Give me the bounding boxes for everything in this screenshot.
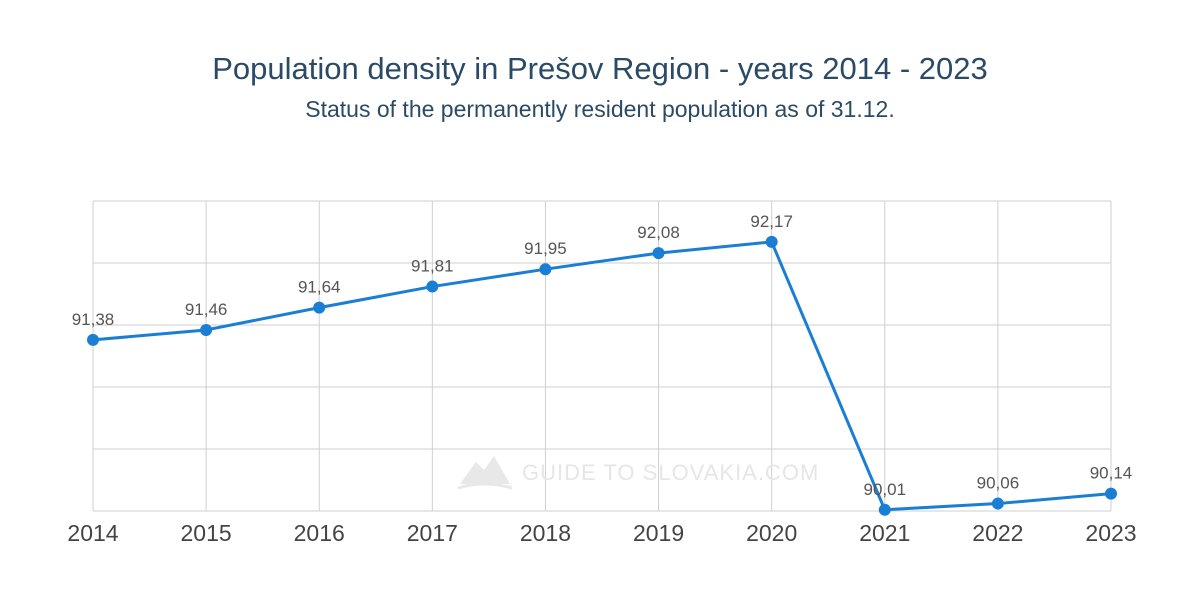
data-point [426,280,439,293]
data-label: 91,38 [72,310,115,329]
watermark: GUIDE TO SLOVAKIA.COM [457,456,819,490]
data-label: 92,08 [637,223,680,242]
data-label: 91,95 [524,239,567,258]
x-tick-label: 2023 [1085,520,1136,546]
data-point [313,301,326,314]
data-labels: 91,38 91,46 91,64 91,81 91,95 92,08 92,17 90,01… [72,212,1133,499]
data-point [87,333,99,346]
chart-title: Population density in Prešov Region - ye… [212,51,987,86]
data-point [200,323,213,336]
series-line [92,240,1112,512]
data-point [878,503,891,516]
x-axis-ticks: 2014 2015 2016 2017 2018 2019 2020 2021 2022 2023 [67,520,1136,546]
data-point [1105,487,1117,500]
x-tick-label: 2015 [181,520,232,546]
mountain-logo-icon [457,456,513,490]
data-point [765,235,778,248]
data-label: 91,81 [411,257,454,276]
x-tick-label: 2014 [67,520,118,546]
data-point [991,497,1004,510]
data-label: 92,17 [750,212,793,231]
x-tick-label: 2016 [294,520,345,546]
x-tick-label: 2018 [520,520,571,546]
x-tick-label: 2021 [859,520,910,546]
data-label: 91,64 [298,278,341,297]
data-point [652,247,665,260]
x-tick-label: 2017 [407,520,458,546]
chart-subtitle: Status of the permanently resident popul… [305,96,894,122]
data-label: 91,46 [185,300,228,319]
x-tick-label: 2019 [633,520,684,546]
data-label: 90,06 [977,474,1020,493]
x-tick-label: 2020 [746,520,797,546]
x-tick-label: 2022 [972,520,1023,546]
data-point [539,263,552,276]
series-points [87,235,1117,516]
watermark-text: GUIDE TO SLOVAKIA.COM [522,460,819,485]
data-label: 90,14 [1090,464,1133,483]
data-label: 90,01 [864,480,907,499]
